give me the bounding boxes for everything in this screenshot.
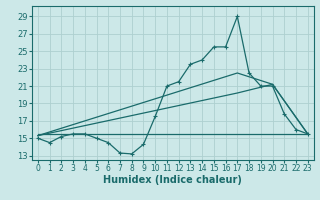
- X-axis label: Humidex (Indice chaleur): Humidex (Indice chaleur): [103, 175, 242, 185]
